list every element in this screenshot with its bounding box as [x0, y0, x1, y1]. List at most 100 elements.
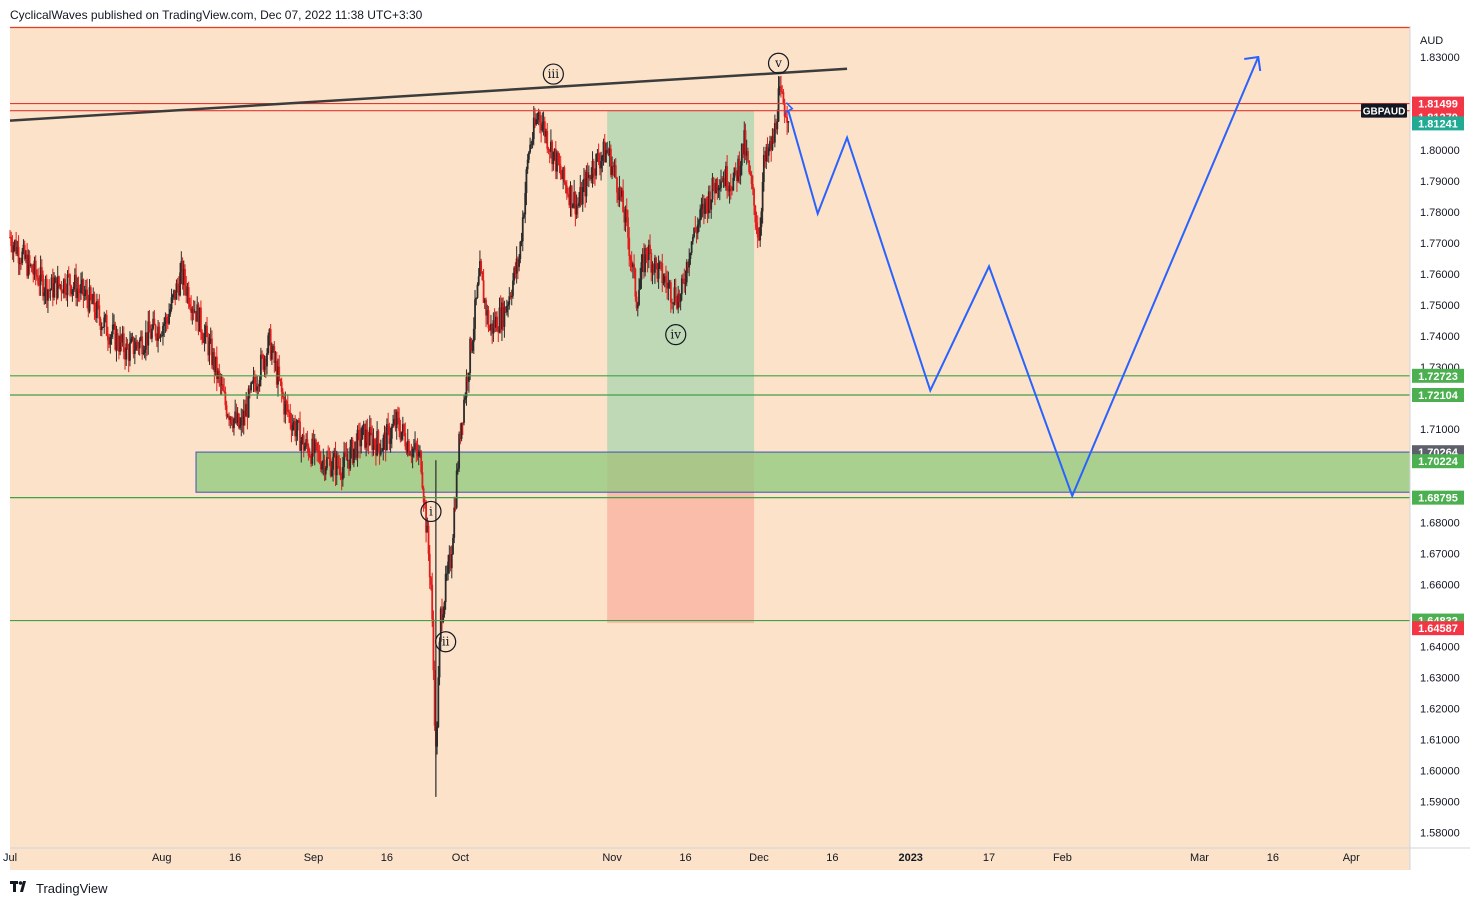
candle-body — [202, 338, 205, 343]
candle-body — [624, 209, 627, 223]
footer-brand-text[interactable]: TradingView — [36, 881, 108, 896]
wave-label-iv: iv — [670, 328, 681, 342]
candle-body — [352, 448, 355, 463]
forecast-start-arrow — [783, 102, 794, 114]
candle-body — [454, 507, 457, 509]
price-badge-1.64587: 1.64587 — [1418, 623, 1458, 635]
candle-body — [36, 274, 38, 278]
candle-body — [253, 376, 256, 384]
candle-body — [742, 143, 744, 155]
candle-body — [244, 410, 246, 417]
candle-body — [445, 573, 448, 575]
candle-body — [441, 608, 443, 622]
candle-body — [460, 422, 463, 439]
y-tick-label: 1.60000 — [1420, 765, 1460, 777]
candle-body — [641, 254, 644, 263]
candle-body — [760, 211, 763, 228]
candle-body — [330, 469, 333, 476]
candle-body — [180, 261, 183, 273]
candle-body — [286, 404, 289, 412]
y-tick-label: 1.67000 — [1420, 548, 1460, 560]
tradingview-logo-icon[interactable] — [10, 881, 30, 896]
candle-body — [20, 263, 22, 265]
candle-body — [632, 264, 634, 267]
x-tick-label: Jul — [3, 852, 17, 864]
candle-body — [660, 262, 662, 264]
y-tick-label: 1.76000 — [1420, 269, 1460, 281]
candle-body — [92, 293, 95, 305]
candle-body — [115, 333, 118, 350]
candle-body — [525, 169, 528, 194]
candle-body — [111, 324, 114, 335]
candle-body — [666, 282, 669, 289]
candle-body — [94, 311, 97, 319]
candle-body — [368, 427, 371, 446]
candle-body — [455, 470, 458, 508]
candle-body — [605, 150, 607, 163]
candle-body — [60, 284, 63, 292]
candle-body — [676, 302, 678, 309]
candle-body — [319, 461, 322, 470]
candle-body — [354, 441, 357, 449]
candle-body — [76, 288, 79, 298]
candle-body — [10, 237, 13, 247]
y-tick-label: 1.63000 — [1420, 672, 1460, 684]
y-tick-label: 1.83000 — [1420, 52, 1460, 64]
candle-body — [595, 153, 598, 176]
candle-body — [188, 304, 191, 308]
candle-body — [306, 439, 309, 447]
x-tick-label: Mar — [1190, 852, 1209, 864]
candle-body — [43, 292, 46, 297]
candle-body — [497, 331, 500, 333]
x-tick-label: Dec — [749, 852, 769, 864]
candle-body — [62, 279, 65, 294]
candle-body — [171, 294, 174, 298]
candle-body — [524, 193, 527, 215]
candle-body — [355, 441, 358, 458]
candle-body — [563, 167, 566, 183]
candle-body — [125, 343, 128, 360]
candle-body — [432, 619, 435, 671]
candle-body — [780, 86, 782, 92]
candle-body — [425, 502, 427, 533]
candle-body — [668, 282, 671, 284]
candle-body — [711, 177, 714, 200]
candle-body — [262, 355, 265, 370]
candle-body — [383, 432, 386, 438]
candle-body — [715, 179, 718, 194]
candle-body — [507, 304, 509, 307]
candle-body — [99, 318, 102, 330]
candle-body — [585, 172, 588, 197]
candle-body — [578, 202, 580, 207]
candle-body — [501, 302, 503, 330]
candle-body — [127, 348, 130, 361]
candle-body — [121, 333, 124, 343]
candle-body — [318, 451, 321, 462]
candle-body — [251, 382, 254, 384]
candle-body — [256, 386, 259, 391]
candle-body — [541, 124, 544, 131]
candle-body — [170, 297, 173, 310]
candle-body — [661, 263, 664, 284]
candle-body — [537, 112, 540, 120]
candle-body — [401, 424, 404, 432]
candle-body — [22, 244, 25, 252]
candle-body — [629, 255, 632, 261]
candle-body — [470, 338, 473, 351]
candle-body — [616, 177, 618, 193]
candle-body — [67, 274, 70, 276]
candle-body — [23, 244, 26, 259]
candle-body — [623, 212, 626, 223]
y-tick-label: 1.64000 — [1420, 641, 1460, 653]
candle-body — [514, 267, 517, 274]
candle-body — [233, 418, 235, 429]
candle-body — [536, 119, 539, 121]
candle-body — [337, 455, 339, 467]
x-tick-label: 2023 — [898, 852, 922, 864]
candle-body — [44, 278, 47, 293]
candles-layer — [9, 75, 790, 797]
candle-body — [721, 181, 724, 183]
candle-body — [465, 376, 468, 398]
price-axis[interactable]: AUD 1.83000 1.80000 1.79000 1.78000 1.77000 1.… — [1361, 26, 1464, 870]
